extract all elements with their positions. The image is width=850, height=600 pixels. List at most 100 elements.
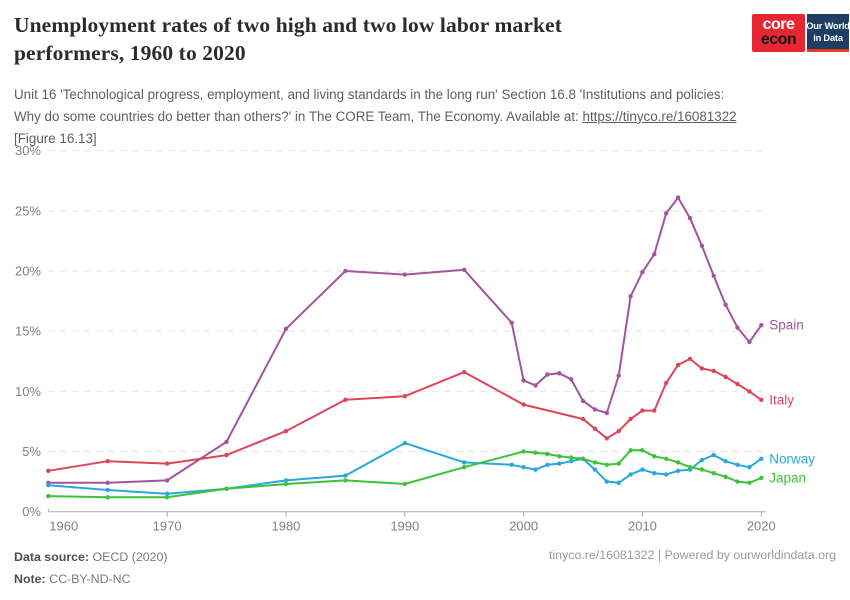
data-point xyxy=(521,449,526,454)
owid-logo: Our World in Data xyxy=(806,14,850,52)
data-point xyxy=(628,472,633,477)
owid-logo-red-bar xyxy=(807,49,849,52)
data-point xyxy=(675,362,681,368)
data-point xyxy=(640,408,645,413)
data-point xyxy=(580,456,586,461)
data-point xyxy=(711,273,716,278)
data-point xyxy=(652,408,657,413)
data-point xyxy=(105,495,110,500)
core-econ-logo-bottom: econ xyxy=(760,31,797,48)
data-point xyxy=(557,371,562,376)
data-point xyxy=(616,461,621,466)
series-spain: Spain xyxy=(46,195,804,485)
data-point xyxy=(557,454,562,459)
data-point xyxy=(711,471,716,476)
data-point xyxy=(580,416,586,422)
data-point xyxy=(105,487,110,493)
data-point xyxy=(569,455,574,460)
data-point xyxy=(592,460,598,465)
data-point xyxy=(604,462,609,467)
data-point xyxy=(105,459,110,464)
core-econ-logo: core econ xyxy=(752,14,805,52)
data-source-line: Data source: OECD (2020) xyxy=(14,546,168,568)
subtitle-line2: Why do some countries do better than oth… xyxy=(14,106,842,128)
data-point xyxy=(735,325,740,330)
data-point xyxy=(664,380,669,386)
data-point xyxy=(711,368,716,374)
data-point xyxy=(224,486,229,491)
data-point xyxy=(521,465,526,470)
data-point xyxy=(521,378,526,383)
chart-title-line1: Unemployment rates of two high and two l… xyxy=(14,13,562,37)
note-line: Note: CC-BY-ND-NC xyxy=(14,568,168,590)
data-point xyxy=(283,428,289,434)
data-point xyxy=(402,440,407,446)
x-tick-label-2000: 2000 xyxy=(509,519,538,534)
data-point xyxy=(569,459,574,464)
y-tick-label-25: 25% xyxy=(15,203,41,218)
data-source-label: Data source: xyxy=(14,550,90,564)
footer-attribution-link[interactable]: tinyco.re/16081322 | Powered by ourworld… xyxy=(548,548,836,562)
data-point xyxy=(616,428,621,434)
data-point xyxy=(580,398,586,404)
x-tick-label-1960: 1960 xyxy=(49,519,78,534)
data-point xyxy=(164,495,170,500)
data-point xyxy=(105,480,110,485)
data-point xyxy=(224,439,229,445)
data-point xyxy=(675,195,681,200)
series-label-norway[interactable]: Norway xyxy=(769,451,815,466)
data-source-value: OECD (2020) xyxy=(89,550,168,564)
data-point xyxy=(402,481,407,487)
data-point xyxy=(509,320,514,325)
data-point xyxy=(664,456,669,461)
data-point xyxy=(747,339,752,345)
data-point xyxy=(628,448,633,453)
chart-title-line2: performers, 1960 to 2020 xyxy=(14,40,246,65)
data-point xyxy=(343,397,348,402)
subtitle-link[interactable]: https://tinyco.re/16081322 xyxy=(582,108,737,124)
data-point xyxy=(664,211,669,216)
data-point xyxy=(462,369,467,375)
data-point xyxy=(224,452,229,458)
data-point xyxy=(675,460,681,465)
series-label-japan[interactable]: Japan xyxy=(769,471,806,486)
data-point xyxy=(616,373,621,378)
note-value: CC-BY-ND-NC xyxy=(45,572,131,587)
data-point xyxy=(699,243,705,248)
subtitle-line3: [Figure 16.13] xyxy=(14,130,97,146)
data-point xyxy=(343,473,348,478)
data-point xyxy=(699,467,705,472)
data-point xyxy=(687,356,693,362)
data-point xyxy=(533,467,538,472)
data-point xyxy=(462,460,467,465)
data-point xyxy=(723,374,728,380)
subtitle-line1: Unit 16 'Technological progress, employm… xyxy=(14,87,725,102)
data-point xyxy=(533,383,538,388)
data-point xyxy=(46,483,51,488)
logos: core econ Our World in Data xyxy=(752,14,850,52)
data-point xyxy=(616,480,621,485)
chart-subtitle: Unit 16 'Technological progress, employm… xyxy=(14,84,842,150)
data-point xyxy=(343,268,348,274)
y-tick-label-30: 30% xyxy=(15,143,41,158)
y-tick-label-15: 15% xyxy=(15,324,41,339)
data-point xyxy=(592,467,598,472)
footer-left: Data source: OECD (2020) Note: CC-BY-ND-… xyxy=(14,546,168,590)
data-point xyxy=(711,452,716,458)
data-point xyxy=(687,465,693,470)
data-point xyxy=(640,270,645,275)
data-point xyxy=(640,448,645,453)
series-label-spain[interactable]: Spain xyxy=(769,318,804,333)
data-point xyxy=(723,459,728,464)
series-italy: Italy xyxy=(46,356,794,473)
data-point xyxy=(747,389,752,394)
data-point xyxy=(545,451,550,457)
data-point xyxy=(628,416,633,422)
data-point xyxy=(747,480,752,485)
data-point xyxy=(699,457,705,463)
series-label-italy[interactable]: Italy xyxy=(769,392,794,407)
data-point xyxy=(759,323,764,328)
x-tick-label-2020: 2020 xyxy=(747,519,776,534)
